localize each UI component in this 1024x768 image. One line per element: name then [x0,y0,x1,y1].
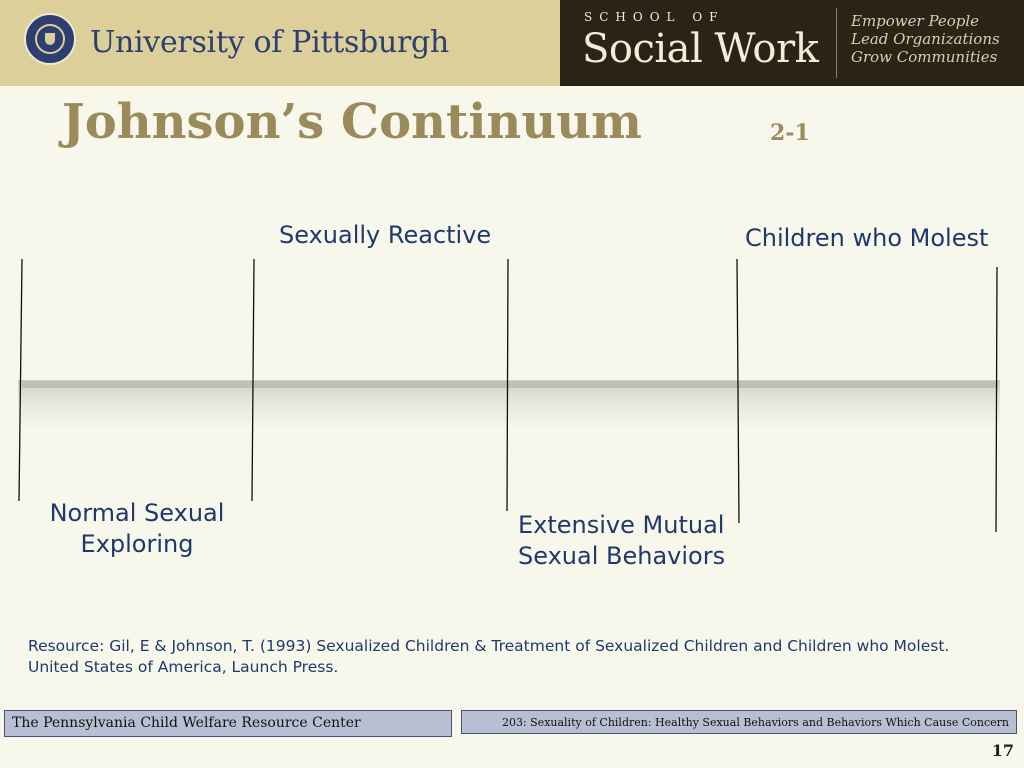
header-school-banner: SCHOOL OF Social Work Empower People Lea… [560,0,1024,86]
tagline-line-1: Empower People [851,12,980,30]
tagline-line-3: Grow Communities [851,48,998,66]
divider-line-5 [995,266,998,533]
divider-line-2 [251,258,255,502]
label-mutual-line-1: Extensive Mutual [518,511,725,539]
label-extensive-mutual: Extensive Mutual Sexual Behaviors [518,510,726,572]
slide-code: 2-1 [770,120,810,146]
page-number: 17 [991,741,1014,760]
label-normal-line-1: Normal Sexual [49,499,225,527]
footer-course-text: 203: Sexuality of Children: Healthy Sexu… [501,716,1009,729]
footer-organization-text: The Pennsylvania Child Welfare Resource … [12,715,361,731]
divider-line-3 [506,258,509,512]
school-tagline: Empower People Lead Organizations Grow C… [851,12,1000,66]
label-mutual-line-2: Sexual Behaviors [518,542,726,570]
school-name: Social Work [582,26,819,72]
header-divider [836,8,837,78]
label-children-who-molest: Children who Molest [745,224,989,252]
header-university-banner: University of Pittsburgh [0,0,560,86]
tagline-line-2: Lead Organizations [851,30,1000,48]
footer-organization: The Pennsylvania Child Welfare Resource … [4,710,452,737]
divider-line-4 [736,258,740,524]
label-sexually-reactive: Sexually Reactive [279,221,492,249]
footer-course: 203: Sexuality of Children: Healthy Sexu… [461,710,1017,734]
resource-line-2: United States of America, Launch Press. [28,658,339,676]
label-normal-line-2: Exploring [80,530,194,558]
school-prefix: SCHOOL OF [584,10,725,24]
resource-citation: Resource: Gil, E & Johnson, T. (1993) Se… [28,636,1008,678]
university-name: University of Pittsburgh [90,25,449,60]
slide-title: Johnson’s Continuum [62,94,642,150]
university-seal-icon [24,13,76,65]
divider-line-1 [18,258,23,502]
resource-line-1: Resource: Gil, E & Johnson, T. (1993) Se… [28,637,950,655]
label-normal-sexual-exploring: Normal Sexual Exploring [48,498,226,560]
continuum-bar-highlight [22,381,998,388]
